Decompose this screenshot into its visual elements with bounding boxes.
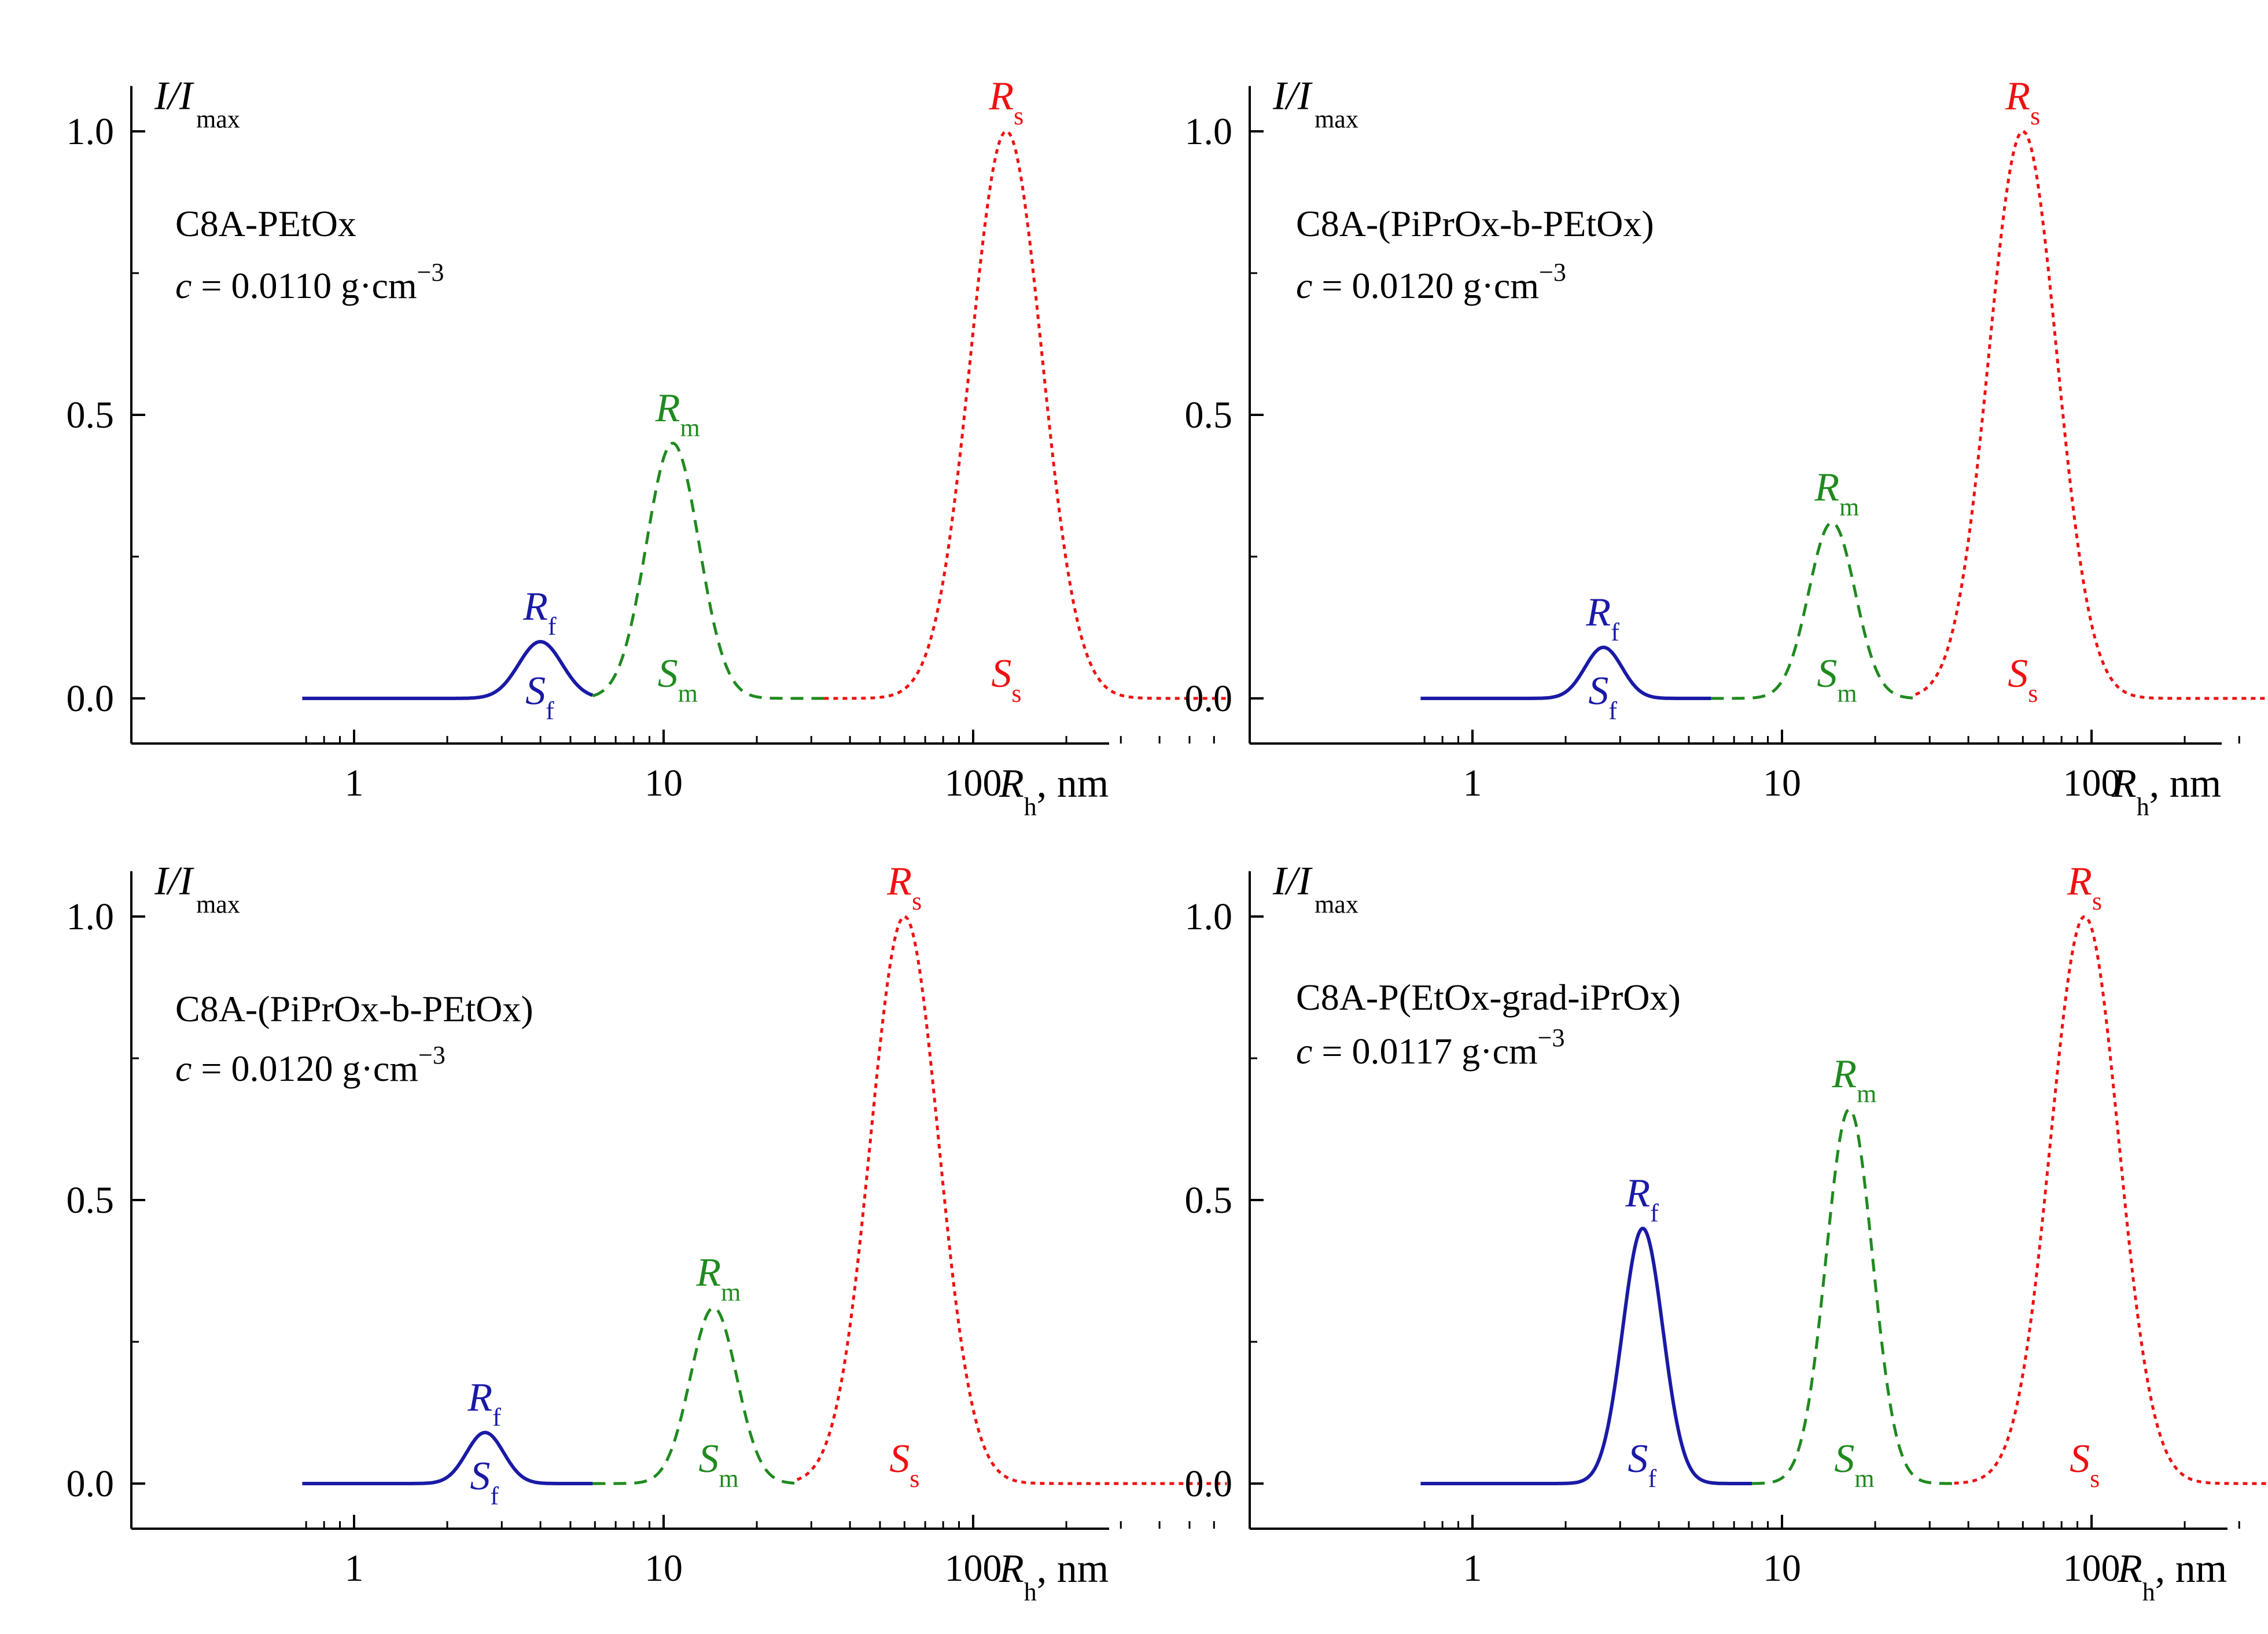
y-tick-label: 0.5	[1185, 394, 1233, 436]
x-axis-label: Rh, nm	[2117, 1547, 2227, 1606]
series-medium-line	[592, 441, 824, 700]
baseline-label-medium: Sm	[1834, 1437, 1874, 1493]
concentration-label: c = 0.0120 g·cm−3	[175, 1041, 446, 1089]
y-axis-label: I/Imax	[1272, 859, 1358, 919]
x-tick-label: 100	[2063, 762, 2120, 804]
sample-title: C8A-(PiPrOx-b-PEtOx)	[1296, 203, 1654, 244]
x-tick-label: 100	[2063, 1547, 2120, 1589]
baseline-label-fast: Sf	[1588, 669, 1617, 725]
y-tick-label: 0.5	[1185, 1179, 1233, 1221]
peak-label-medium: Rm	[1814, 465, 1859, 521]
peak-label-slow: Rs	[988, 74, 1023, 130]
y-axis-label: I/Imax	[154, 74, 240, 134]
baseline-label-medium: Sm	[1817, 652, 1857, 708]
baseline-label-slow: Ss	[991, 652, 1021, 708]
x-tick-label: 10	[645, 1547, 683, 1589]
series-medium-line	[1752, 1107, 1954, 1485]
sample-title: C8A-P(EtOx-grad-iPrOx)	[1296, 977, 1681, 1018]
sample-title: C8A-PEtOx	[175, 203, 356, 244]
series-medium-line	[592, 1306, 797, 1485]
y-tick-label: 0.0	[1185, 1463, 1233, 1505]
peak-label-medium: Rm	[655, 386, 700, 442]
y-tick-label: 0.5	[67, 1179, 115, 1221]
baseline-label-fast: Sf	[525, 669, 554, 725]
sample-title: C8A-(PiPrOx-b-PEtOx)	[175, 988, 533, 1029]
y-tick-label: 1.0	[67, 111, 115, 153]
x-axis-label: Rh, nm	[2111, 761, 2221, 821]
peak-label-medium: Rm	[1831, 1052, 1876, 1108]
chart-panel-top-left: 0.0 0.5 1.0 1 10 100 I/Imax Rh, nm C8A-PEtOx c = …	[67, 74, 1227, 821]
peak-label-slow: Rs	[2005, 74, 2040, 130]
peak-label-fast: Rf	[467, 1375, 501, 1431]
concentration-label: c = 0.0110 g·cm−3	[175, 258, 444, 306]
series-medium-line	[1711, 521, 1916, 700]
concentration-label: c = 0.0120 g·cm−3	[1296, 258, 1566, 306]
y-tick-label: 0.0	[67, 1463, 115, 1505]
peak-label-fast: Rf	[1625, 1171, 1659, 1227]
series-slow-line	[1954, 915, 2268, 1485]
concentration-label: c = 0.0117 g·cm−3	[1296, 1024, 1564, 1072]
peak-label-slow: Rs	[2067, 859, 2102, 915]
series-slow-line	[824, 130, 1227, 700]
y-axis-label: I/Imax	[154, 859, 240, 919]
x-axis-label: Rh, nm	[999, 761, 1109, 821]
baseline-label-fast: Sf	[470, 1454, 499, 1510]
y-axis-label: I/Imax	[1272, 74, 1358, 134]
series-fast-line	[1420, 645, 1711, 700]
baseline-label-slow: Ss	[2008, 652, 2038, 708]
y-tick-label: 0.0	[1185, 678, 1233, 720]
peak-label-fast: Rf	[522, 584, 557, 641]
peak-label-medium: Rm	[695, 1250, 741, 1307]
chart-panel-top-right: 0.0 0.5 1.0 1 10 100 I/Imax Rh, nm C8A-(PiPrOx-b…	[1185, 74, 2268, 821]
y-tick-label: 0.5	[67, 394, 115, 436]
baseline-label-medium: Sm	[658, 652, 698, 708]
x-axis-label: Rh, nm	[999, 1547, 1109, 1606]
x-tick-label: 100	[945, 1547, 1002, 1589]
baseline-label-slow: Ss	[2070, 1437, 2100, 1493]
series-slow-line	[796, 915, 1227, 1485]
y-tick-label: 1.0	[1185, 896, 1233, 938]
series-fast-line	[302, 1430, 593, 1485]
series-fast-line	[1420, 1226, 1752, 1485]
baseline-label-slow: Ss	[889, 1437, 919, 1493]
y-tick-label: 0.0	[67, 678, 115, 720]
x-tick-label: 1	[345, 762, 364, 804]
x-tick-label: 10	[1763, 762, 1801, 804]
series-fast-line	[302, 639, 594, 700]
peak-label-slow: Rs	[886, 859, 922, 915]
baseline-label-fast: Sf	[1628, 1437, 1656, 1493]
x-tick-label: 100	[945, 762, 1002, 804]
x-tick-label: 10	[645, 762, 683, 804]
x-tick-label: 1	[1463, 1547, 1482, 1589]
x-tick-label: 1	[1463, 762, 1482, 804]
x-tick-label: 10	[1763, 1547, 1801, 1589]
chart-panel-bottom-left: 0.0 0.5 1.0 1 10 100 I/Imax Rh, nm C8A-(PiPrOx-b…	[67, 859, 1227, 1606]
peak-label-fast: Rf	[1585, 590, 1619, 646]
chart-panel-bottom-right: 0.0 0.5 1.0 1 10 100 I/Imax Rh, nm C8A-P(EtOx-gr…	[1185, 859, 2268, 1606]
y-tick-label: 1.0	[1185, 111, 1233, 153]
x-tick-label: 1	[345, 1547, 364, 1589]
baseline-label-medium: Sm	[698, 1437, 738, 1493]
y-tick-label: 1.0	[67, 896, 115, 938]
